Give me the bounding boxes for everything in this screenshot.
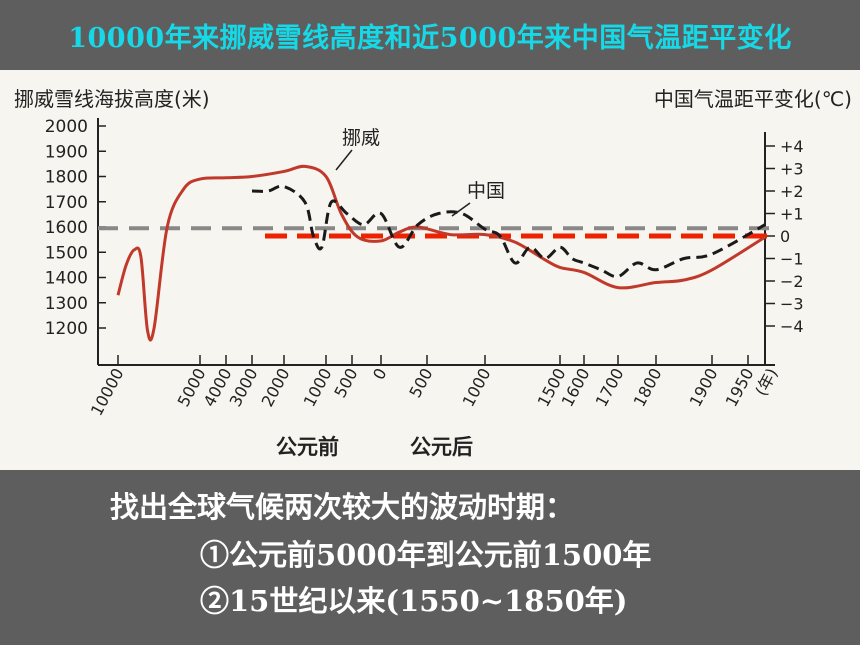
china-series-line (251, 184, 766, 279)
left-tick-label: 1300 (45, 294, 88, 314)
left-tick-label: 1200 (45, 319, 88, 339)
right-tick-label: +4 (780, 137, 804, 156)
left-tick-label: 1600 (45, 218, 88, 238)
x-tick-label: 1000 (459, 365, 495, 410)
caption-item-2: ②15世纪以来(1550~1850年) (200, 584, 628, 618)
left-axis-title: 挪威雪线海拔高度(米) (14, 87, 210, 111)
x-tick-label: (年) (751, 365, 781, 399)
left-tick-label: 1900 (45, 142, 88, 162)
left-tick-label: 1800 (45, 168, 88, 188)
era-label-bc: 公元前 (276, 435, 339, 459)
norway-label-pointer (335, 149, 353, 171)
left-tick-label: 1400 (45, 269, 88, 289)
era-label-ad: 公元后 (410, 435, 473, 459)
x-tick-label: 2000 (258, 365, 294, 410)
china-label: 中国 (467, 180, 505, 202)
right-tick-label: −3 (780, 295, 804, 314)
norway-series-line (116, 164, 766, 342)
left-tick-label: 1500 (45, 243, 88, 263)
right-tick-label: +2 (780, 182, 804, 201)
right-tick-label: 0 (780, 227, 790, 246)
right-tick-label: +3 (780, 160, 804, 179)
x-tick-label: 500 (405, 365, 436, 401)
right-tick-label: −1 (780, 250, 804, 269)
x-tick-label: 1000 (300, 365, 336, 410)
left-tick-label: 1700 (45, 193, 88, 213)
left-axis-ticks: 2000 1900 1800 1700 1600 1500 1400 1300 1200 (45, 117, 106, 339)
right-tick-label: +1 (780, 205, 804, 224)
right-axis-ticks: +4 +3 +2 +1 0 −1 −2 −3 −4 (765, 137, 804, 336)
right-axis-title: 中国气温距平变化(℃) (654, 87, 852, 111)
x-tick-label: 1900 (686, 365, 722, 410)
x-tick-label: 10000 (87, 365, 128, 419)
x-tick-label: 500 (330, 365, 361, 401)
caption-heading: 找出全球气候两次较大的波动时期： (110, 490, 575, 524)
right-tick-label: −2 (780, 272, 804, 291)
caption: 找出全球气候两次较大的波动时期： ①公元前5000年到公元前1500年 ②15世… (0, 470, 860, 645)
x-tick-label: 1700 (592, 365, 628, 410)
x-tick-label: 1800 (630, 365, 666, 410)
china-label-pointer (451, 202, 471, 217)
right-tick-label: −4 (780, 317, 804, 336)
slide-title: 10000年来挪威雪线高度和近5000年来中国气温距平变化 (68, 22, 792, 54)
series-group (116, 164, 766, 342)
left-tick-label: 2000 (45, 117, 88, 137)
chart-panel: 挪威雪线海拔高度(米) 中国气温距平变化(℃) 2000 1900 1800 1700… (0, 70, 860, 470)
norway-label: 挪威 (342, 127, 380, 149)
caption-item-1: ①公元前5000年到公元前1500年 (200, 538, 652, 572)
reference-lines (98, 226, 770, 239)
chart-svg: 挪威雪线海拔高度(米) 中国气温距平变化(℃) 2000190018001700… (14, 87, 852, 459)
x-tick-label: 0 (369, 365, 391, 383)
